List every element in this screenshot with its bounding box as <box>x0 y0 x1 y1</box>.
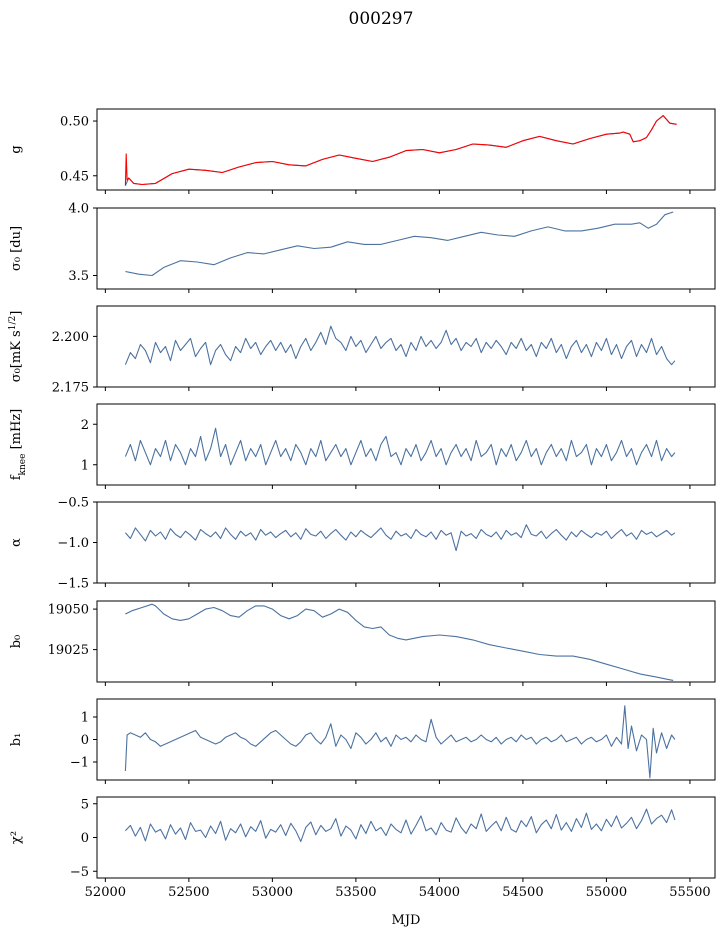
panel-0: 0.45 0.50 g <box>9 108 716 194</box>
ylabel-5: b₀ <box>9 635 24 649</box>
panel-6: −1 0 1 b₁ <box>9 698 716 784</box>
ylabel-1: σ₀ [du] <box>9 226 24 271</box>
series-line-1-0 <box>125 211 674 277</box>
plot-frame-5 <box>96 600 716 683</box>
plot-frame-3 <box>96 403 716 486</box>
ytick-label-7-1: 0 <box>81 831 89 846</box>
figure-title: 000297 <box>349 9 414 29</box>
panel-4: −1.5 −1.0 −0.5 α <box>9 496 716 592</box>
ytick-label-4-1: −1.0 <box>57 536 89 551</box>
ylabel-6: b₁ <box>9 733 24 747</box>
ytick-label-4-0: −1.5 <box>57 577 89 592</box>
plot-frame-0 <box>96 108 716 191</box>
plot-frame-4 <box>96 501 716 584</box>
panel-7: −5 0 5 52000 52500 53000 53500 54000 54500 55000 5… <box>9 796 716 900</box>
ytick-label-6-0: −1 <box>70 756 89 771</box>
xtick-label-2: 53000 <box>252 885 293 900</box>
xtick-label-6: 55000 <box>586 885 627 900</box>
ylabel-0: g <box>9 145 24 153</box>
panel-2: 2.175 2.200 σ₀[mK s1/2] <box>8 305 716 396</box>
ytick-label-4-2: −0.5 <box>57 496 89 511</box>
ytick-label-5-0: 19025 <box>48 643 89 658</box>
panel-1: 3.5 4.0 σ₀ [du] <box>9 202 716 293</box>
ytick-label-0-1: 0.50 <box>60 115 89 130</box>
ytick-label-1-1: 4.0 <box>68 202 89 217</box>
xtick-label-7: 55500 <box>669 885 710 900</box>
ytick-label-6-2: 1 <box>81 711 89 726</box>
series-line-2-0 <box>124 325 676 366</box>
ytick-label-3-1: 2 <box>81 418 89 433</box>
ytick-label-3-0: 1 <box>81 458 89 473</box>
xtick-label-4: 54000 <box>419 885 460 900</box>
series-line-0-0 <box>124 115 677 186</box>
series-line-4-0 <box>124 524 676 552</box>
panel-5: 19025 19050 b₀ <box>9 600 716 686</box>
ytick-label-2-1: 2.200 <box>52 330 89 345</box>
x-axis-label: MJD <box>392 913 421 928</box>
ytick-label-0-0: 0.45 <box>60 169 89 184</box>
series-line-7-0 <box>124 808 676 843</box>
plot-frame-1 <box>96 207 716 290</box>
plot-frame-2 <box>96 305 716 388</box>
ylabel-7: χ² <box>9 831 24 844</box>
panels: 0.45 0.50 g 3.5 4.0 σ₀ [du] 2.175 2.200 σ₀[mK s1… <box>8 108 716 900</box>
series-line-3-0 <box>124 427 676 466</box>
xtick-label-0: 52000 <box>85 885 126 900</box>
ylabel-2: σ₀[mK s1/2] <box>8 311 24 383</box>
series-line-0-1 <box>124 115 677 186</box>
xtick-label-3: 53500 <box>335 885 376 900</box>
ylabel-3: fknee [mHz] <box>9 409 28 481</box>
plot-frame-7 <box>96 796 716 879</box>
ytick-label-2-0: 2.175 <box>52 381 89 396</box>
series-line-5-0 <box>125 603 674 681</box>
panel-3: 1 2 fknee [mHz] <box>9 403 716 489</box>
ylabel-4: α <box>9 538 24 547</box>
xtick-label-5: 54500 <box>502 885 543 900</box>
ytick-label-5-1: 19050 <box>48 603 89 618</box>
ytick-label-1-0: 3.5 <box>68 269 89 284</box>
ytick-label-7-0: −5 <box>70 865 89 880</box>
xtick-label-1: 52500 <box>168 885 209 900</box>
ytick-label-7-2: 5 <box>81 797 89 812</box>
ytick-label-6-1: 0 <box>81 733 89 748</box>
series-line-6-0 <box>124 705 676 779</box>
